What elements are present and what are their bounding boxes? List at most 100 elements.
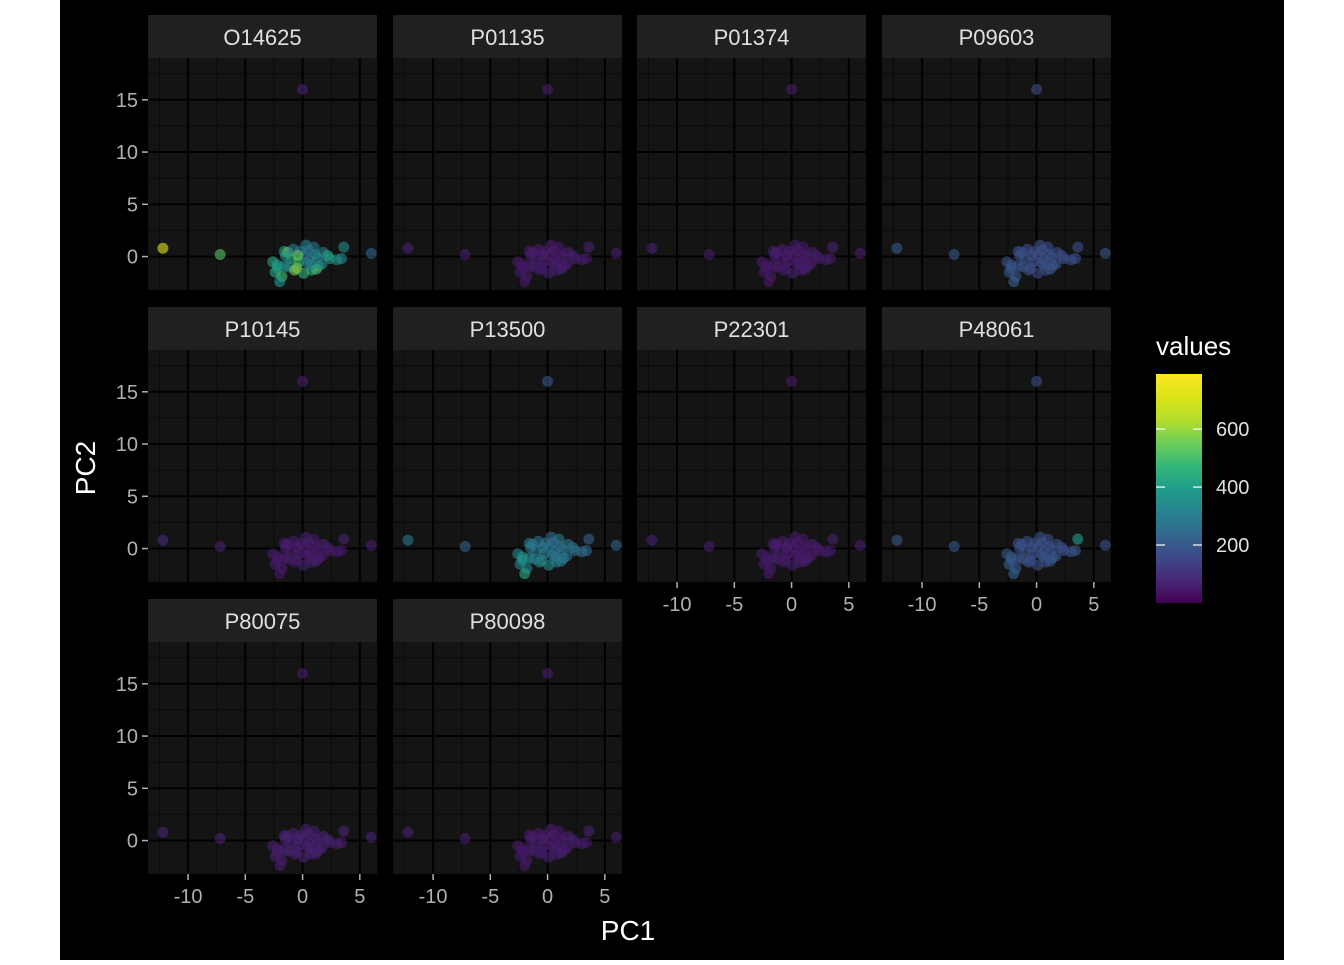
data-point — [790, 257, 802, 269]
data-point — [157, 242, 169, 254]
data-point — [289, 556, 301, 568]
data-point — [338, 825, 350, 837]
data-point — [781, 542, 793, 554]
x-tick-label: -5 — [481, 886, 499, 908]
data-point — [581, 545, 593, 557]
data-point — [854, 539, 866, 551]
data-point — [1032, 267, 1044, 279]
x-tick-label: 5 — [354, 886, 365, 908]
data-point — [543, 559, 555, 571]
data-point — [763, 276, 775, 288]
y-tick-label: 10 — [116, 142, 138, 164]
color-legend: values 200 400 600 — [1156, 331, 1249, 603]
y-tick-label: 0 — [127, 831, 138, 853]
legend-tick-label: 400 — [1216, 477, 1249, 499]
data-point — [1012, 260, 1024, 272]
data-point — [301, 549, 313, 561]
y-tick-label: 15 — [116, 90, 138, 112]
data-point — [274, 276, 286, 288]
data-point — [827, 241, 839, 253]
data-point — [289, 848, 301, 860]
data-point — [546, 549, 558, 561]
data-point — [542, 667, 554, 679]
x-tick-label: -10 — [419, 886, 448, 908]
data-point — [534, 264, 546, 276]
facet-strip — [882, 15, 1111, 58]
y-tick-label: 15 — [116, 674, 138, 696]
facet-strip — [637, 307, 866, 350]
data-point — [646, 242, 658, 254]
data-point — [298, 851, 310, 863]
facet-panel — [637, 58, 866, 290]
facet-strip-label: P80098 — [470, 609, 546, 634]
data-point — [1045, 544, 1057, 556]
legend-tick-label: 600 — [1216, 419, 1249, 441]
data-point — [523, 552, 535, 564]
data-point — [524, 250, 536, 262]
data-point — [610, 831, 622, 843]
data-point — [292, 542, 304, 554]
data-point — [322, 834, 334, 846]
x-tick-label: -10 — [663, 594, 692, 616]
data-point — [1026, 250, 1038, 262]
data-point — [1032, 559, 1044, 571]
data-point — [546, 257, 558, 269]
facet-P80098: P80098 -10 -5 0 5 — [393, 599, 622, 908]
x-tick-label: -10 — [908, 594, 937, 616]
facet-O14625: O14625 0 5 10 15 — [116, 15, 377, 290]
data-point — [274, 860, 286, 872]
data-point — [336, 545, 348, 557]
data-point — [274, 568, 286, 580]
data-point — [1013, 250, 1025, 262]
data-point — [583, 825, 595, 837]
data-point — [279, 542, 291, 554]
data-point — [891, 534, 903, 546]
data-point — [1008, 276, 1020, 288]
data-point — [278, 260, 290, 272]
facet-P01374: P01374 — [637, 15, 866, 290]
data-point — [787, 559, 799, 571]
data-point — [703, 540, 715, 552]
data-point — [1026, 542, 1038, 554]
data-point — [336, 253, 348, 265]
data-point — [322, 542, 334, 554]
data-point — [543, 851, 555, 863]
data-point — [279, 834, 291, 846]
facet-panel — [393, 642, 622, 874]
data-point — [278, 844, 290, 856]
data-point — [279, 250, 291, 262]
data-point — [214, 832, 226, 844]
data-point — [338, 533, 350, 545]
data-point — [778, 264, 790, 276]
facet-strip — [148, 307, 377, 350]
data-point — [1070, 253, 1082, 265]
data-point — [854, 247, 866, 259]
facet-strip-label: P01135 — [470, 25, 544, 50]
data-point — [524, 834, 536, 846]
x-tick-label: 0 — [1031, 594, 1042, 616]
data-point — [1035, 549, 1047, 561]
data-point — [1012, 552, 1024, 564]
data-point — [301, 257, 313, 269]
x-tick-label: 0 — [297, 886, 308, 908]
data-point — [825, 545, 837, 557]
data-point — [1099, 247, 1111, 259]
data-point — [825, 253, 837, 265]
facet-strip-label: O14625 — [223, 25, 301, 50]
facet-P48061: P48061 -10 -5 0 5 — [882, 307, 1111, 616]
data-point — [402, 242, 414, 254]
data-point — [800, 252, 812, 264]
data-point — [524, 542, 536, 554]
data-point — [1031, 83, 1043, 95]
y-tick-label: 0 — [127, 539, 138, 561]
data-point — [338, 241, 350, 253]
facet-P01135: P01135 — [393, 15, 622, 290]
facet-strip-label: P22301 — [714, 317, 790, 342]
y-tick-label: 10 — [116, 434, 138, 456]
data-point — [800, 544, 812, 556]
facet-P10145: P10145 0 5 10 15 — [116, 307, 377, 582]
data-point — [768, 250, 780, 262]
legend-colorbar — [1156, 374, 1202, 603]
y-tick-label: 15 — [116, 382, 138, 404]
x-tick-label: -5 — [970, 594, 988, 616]
